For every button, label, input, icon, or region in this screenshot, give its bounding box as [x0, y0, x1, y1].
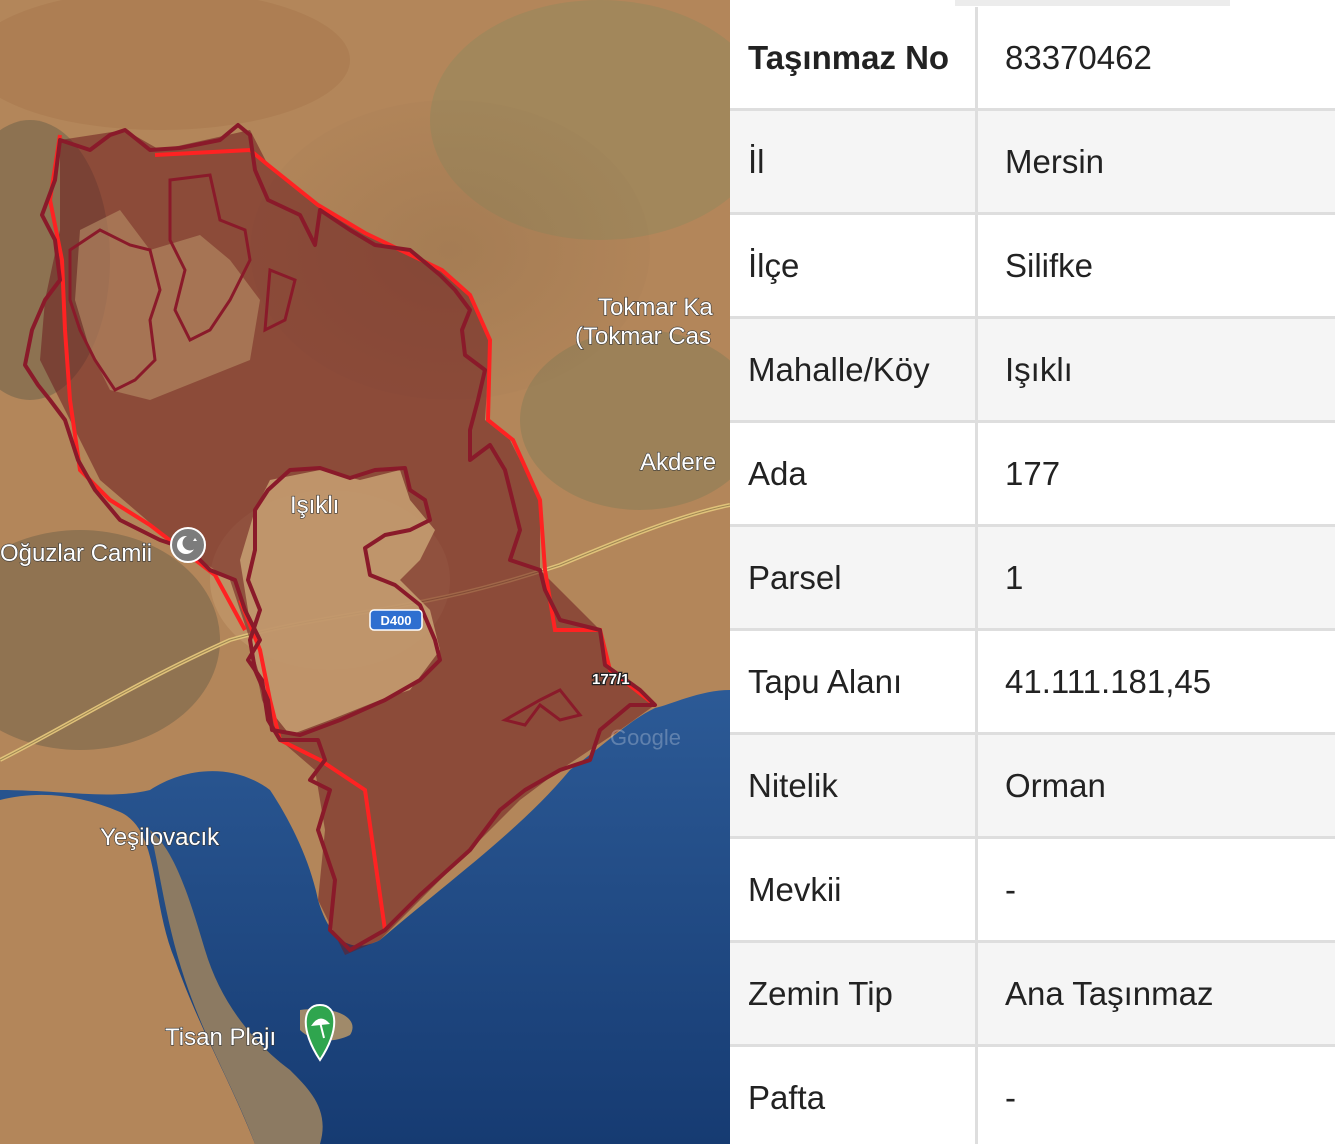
- satellite-map[interactable]: D400 177/1 Tokmar Ka (Tokmar Cas Akdere …: [0, 0, 730, 1144]
- row-key: Nitelik: [730, 735, 978, 836]
- peninsula: [150, 830, 323, 1144]
- svg-text:D400: D400: [380, 613, 411, 628]
- d400-shield: D400: [369, 609, 423, 631]
- row-key: Ada: [730, 423, 978, 524]
- north-clearing: [75, 210, 260, 400]
- boundary-line: [154, 147, 657, 707]
- place-label-tokmar-castle: (Tokmar Cas: [575, 323, 711, 350]
- parcel-info-table: Taşınmaz No 83370462 İl Mersin İlçe Silifke Ma…: [730, 0, 1335, 1144]
- row-value: -: [1005, 870, 1016, 908]
- place-label-akdere: Akdere: [640, 449, 716, 476]
- parcel-outline: [23, 123, 657, 952]
- row-value: 41.111.181,45: [1005, 662, 1212, 700]
- row-value: Ana Taşınmaz: [1005, 974, 1214, 1012]
- table-row: Taşınmaz No 83370462: [730, 7, 1335, 111]
- mosque-icon[interactable]: [170, 527, 206, 563]
- place-label-tisan-plaji: Tisan Plajı: [165, 1024, 276, 1051]
- place-label-yesilovacik: Yeşilovacık: [100, 824, 220, 851]
- row-value: -: [1005, 1078, 1016, 1116]
- table-row: İlçe Silifke: [730, 215, 1335, 319]
- row-key: Parsel: [730, 527, 978, 628]
- row-key: Pafta: [730, 1047, 978, 1144]
- row-value: Silifke: [1005, 246, 1094, 284]
- parcel-number-label: 177/1: [592, 671, 630, 688]
- table-top-divider: [955, 0, 1230, 6]
- beach-icon[interactable]: [304, 1003, 336, 1062]
- map-watermark: Google: [610, 725, 681, 750]
- row-key: Mevkii: [730, 839, 978, 940]
- table-row: Zemin Tip Ana Taşınmaz: [730, 943, 1335, 1047]
- place-label-tokmar: Tokmar Ka: [598, 294, 713, 321]
- table-row: Tapu Alanı 41.111.181,45: [730, 631, 1335, 735]
- table-row: Parsel 1: [730, 527, 1335, 631]
- table-row: Ada 177: [730, 423, 1335, 527]
- row-key: Mahalle/Köy: [730, 319, 978, 420]
- row-value: Işıklı: [1005, 350, 1073, 388]
- row-key: İlçe: [730, 215, 978, 316]
- row-value: 177: [1005, 454, 1061, 492]
- table-row: İl Mersin: [730, 111, 1335, 215]
- table-row: Nitelik Orman: [730, 735, 1335, 839]
- row-key: Tapu Alanı: [730, 631, 978, 732]
- table-row: Mahalle/Köy Işıklı: [730, 319, 1335, 423]
- row-key: Zemin Tip: [730, 943, 978, 1044]
- row-value: Mersin: [1005, 142, 1105, 180]
- isikli-clearing: [240, 470, 440, 735]
- row-value: 83370462: [1005, 38, 1152, 76]
- row-key: Taşınmaz No: [730, 7, 978, 108]
- row-value: Orman: [1005, 766, 1106, 804]
- sea-area: [0, 690, 730, 1144]
- table-row: Mevkii -: [730, 839, 1335, 943]
- row-key: İl: [730, 111, 978, 212]
- row-value: 1: [1005, 558, 1024, 596]
- place-label-isikli: Işıklı: [290, 492, 339, 519]
- table-row: Pafta -: [730, 1047, 1335, 1144]
- place-label-oguzlar-camii: Oğuzlar Camii: [0, 540, 152, 567]
